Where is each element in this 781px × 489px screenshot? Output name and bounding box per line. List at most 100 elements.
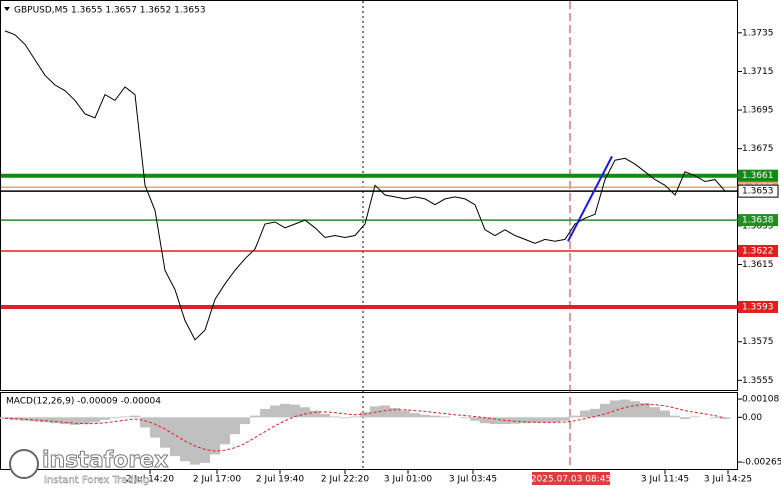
macd-bar (150, 417, 160, 438)
x-tick-label: 2 Jul 17:00 (193, 475, 242, 485)
macd-bar (660, 410, 670, 418)
level-label-box (738, 169, 778, 182)
macd-bar (0, 417, 10, 420)
macd-bar (470, 417, 480, 421)
macd-bar (130, 415, 140, 418)
highlight-tick-label: 2025.07.03 08:45 (531, 475, 611, 485)
level-label-box (738, 244, 778, 257)
macd-bar (100, 417, 110, 420)
macd-bar (320, 413, 330, 418)
menu-arrow (4, 7, 10, 11)
logo-tagline: Instant Forex Trading (44, 475, 149, 486)
macd-bar (330, 416, 340, 418)
macd-bar (550, 417, 560, 423)
macd-bar (680, 417, 690, 420)
macd-bar (290, 404, 300, 418)
macd-bar (250, 415, 260, 418)
macd-bar (260, 408, 270, 418)
macd-bar (110, 417, 120, 419)
x-tick-label: 2 Jul 19:40 (256, 475, 305, 485)
x-tick-label: 3 Jul 14:25 (704, 475, 752, 485)
macd-bar (140, 417, 150, 428)
macd-bar (540, 417, 550, 423)
macd-bar (160, 417, 170, 448)
macd-bar (300, 407, 310, 418)
trend-line (567, 155, 613, 242)
level-label: 1.3593 (742, 302, 774, 312)
level-label: 1.3661 (742, 171, 774, 181)
x-tick-label: 3 Jul 01:00 (384, 475, 433, 485)
level-label: 1.3622 (742, 246, 774, 256)
level-label: 1.3653 (742, 187, 774, 197)
x-tick-label: 2 Jul 22:20 (321, 475, 370, 485)
level-label-box (737, 184, 779, 198)
level-label: 1.3638 (742, 216, 774, 226)
level-label-box (738, 300, 778, 313)
macd-panel (0, 392, 738, 470)
y-tick-label: 0.00108 (742, 395, 779, 405)
logo-icon (9, 449, 39, 479)
x-tick-label: 3 Jul 03:45 (449, 475, 497, 485)
macd-bar (460, 417, 470, 419)
highlight-tick-box (532, 472, 610, 485)
macd-title: MACD(12,26,9) -0.00009 -0.00004 (6, 397, 161, 407)
macd-bar (380, 405, 390, 418)
macd-bar (400, 410, 410, 418)
macd-bar (220, 417, 230, 445)
macd-bar (190, 417, 200, 465)
macd-bar (560, 417, 570, 421)
macd-bar (170, 417, 180, 457)
macd-bar (270, 405, 280, 418)
macd-bar (50, 417, 60, 424)
y-tick-label: -0.00265 (742, 458, 781, 468)
y-tick-label: 1.3675 (742, 144, 774, 154)
macd-bar (430, 415, 440, 418)
macd-bar (80, 417, 90, 425)
macd-bar (60, 417, 70, 425)
macd-bar (480, 417, 490, 424)
macd-bar (390, 408, 400, 418)
macd-bar (40, 417, 50, 423)
y-tick-label: 1.3555 (742, 376, 774, 386)
macd-bar (650, 407, 660, 418)
macd-bar (200, 417, 210, 463)
macd-bar (120, 416, 130, 418)
macd-bar (580, 410, 590, 418)
macd-bar (640, 402, 650, 418)
price-line (4, 30, 726, 341)
y-tick-label: 1.3635 (742, 221, 774, 231)
macd-bar (30, 417, 40, 422)
logo-name: instaforex (42, 448, 168, 473)
macd-bar (70, 417, 80, 425)
macd-bar (420, 414, 430, 418)
macd-bar (440, 416, 450, 418)
y-tick-label: 1.3695 (742, 106, 774, 116)
x-tick-label: 3 Jul 11:45 (641, 475, 689, 485)
y-tick-label: 1.3715 (742, 67, 774, 77)
y-tick-label: 1.3615 (742, 260, 774, 270)
logo: instaforex Instant Forex Trading (9, 448, 169, 486)
macd-bar (510, 417, 520, 424)
chart-title: GBPUSD,M5 1.3655 1.3657 1.3652 1.3653 (14, 6, 206, 16)
macd-bar (690, 416, 700, 418)
macd-bar (230, 417, 240, 435)
y-tick-label: 0.00 (742, 413, 762, 423)
macd-bar (240, 417, 250, 425)
macd-bar (590, 408, 600, 418)
signal-line (4, 403, 726, 452)
macd-bar (340, 417, 350, 419)
macd-bar (310, 410, 320, 418)
macd-bar (600, 403, 610, 418)
macd-bar (720, 417, 730, 419)
macd-bar (180, 417, 190, 462)
macd-bar (360, 412, 370, 418)
x-tick-label: 2 Jul 14:20 (126, 475, 175, 485)
level-label-box (738, 214, 778, 227)
macd-bar (530, 417, 540, 423)
macd-bar (90, 417, 100, 423)
macd-bar (210, 417, 220, 455)
macd-bar (570, 415, 580, 418)
macd-bar (410, 413, 420, 418)
macd-bar (670, 415, 680, 418)
